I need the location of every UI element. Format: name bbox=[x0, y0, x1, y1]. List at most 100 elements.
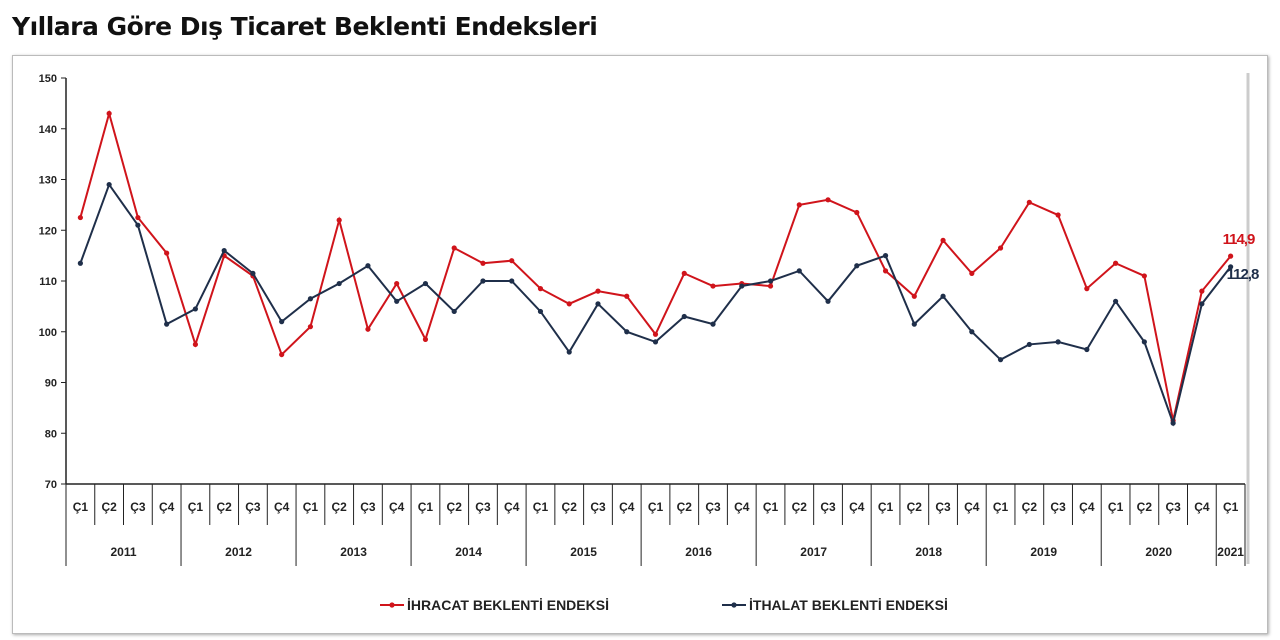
data-point-import bbox=[221, 247, 227, 254]
legend-label: İTHALAT BEKLENTİ ENDEKSİ bbox=[749, 597, 948, 613]
data-point-export bbox=[767, 283, 774, 289]
x-tick-label: Ç4 bbox=[734, 500, 750, 514]
data-point-export bbox=[1112, 260, 1119, 266]
y-tick-label: 130 bbox=[39, 175, 57, 187]
x-tick-label: Ç3 bbox=[820, 500, 836, 514]
year-label: 2021 bbox=[1217, 545, 1244, 559]
data-point-export bbox=[537, 286, 544, 292]
year-label: 2011 bbox=[110, 545, 136, 559]
data-point-export bbox=[796, 202, 802, 208]
last-value-label: 112,8 bbox=[1227, 266, 1259, 283]
year-label: 2020 bbox=[1145, 545, 1172, 559]
chart-title: Yıllara Göre Dış Ticaret Beklenti Endeks… bbox=[12, 12, 598, 41]
data-point-import bbox=[1026, 341, 1032, 348]
data-point-import bbox=[394, 298, 400, 304]
data-point-export bbox=[566, 301, 572, 307]
data-point-import bbox=[1141, 339, 1147, 345]
legend-marker bbox=[389, 602, 395, 608]
data-point-import bbox=[997, 357, 1004, 363]
y-tick-label: 110 bbox=[39, 276, 57, 288]
data-point-export bbox=[710, 283, 716, 289]
data-point-export bbox=[997, 245, 1004, 251]
chart-frame bbox=[12, 55, 1268, 634]
data-point-export bbox=[1084, 286, 1090, 292]
data-point-import bbox=[1112, 298, 1119, 304]
x-tick-label: Ç4 bbox=[159, 500, 175, 514]
series-line-import bbox=[79, 182, 1232, 427]
data-point-import bbox=[1170, 420, 1176, 426]
x-tick-label: Ç1 bbox=[533, 500, 549, 514]
data-point-import bbox=[422, 280, 429, 287]
data-point-import bbox=[192, 306, 199, 312]
x-tick-label: Ç2 bbox=[332, 500, 348, 514]
data-point-import bbox=[135, 222, 141, 228]
data-point-import bbox=[739, 283, 745, 289]
x-tick-label: Ç3 bbox=[360, 500, 376, 514]
x-tick-label: Ç1 bbox=[993, 500, 1009, 514]
x-tick-label: Ç2 bbox=[216, 500, 232, 514]
year-label: 2016 bbox=[685, 545, 712, 559]
data-point-import bbox=[279, 319, 285, 325]
data-point-export bbox=[307, 324, 314, 330]
data-point-export bbox=[279, 351, 285, 358]
y-tick-label: 80 bbox=[45, 428, 57, 440]
year-label: 2012 bbox=[225, 545, 252, 559]
data-point-import bbox=[106, 181, 112, 188]
x-tick-label: Ç4 bbox=[504, 500, 520, 514]
data-point-export bbox=[394, 280, 400, 287]
y-tick-label: 90 bbox=[45, 378, 57, 390]
data-point-export bbox=[681, 270, 687, 276]
data-point-import bbox=[595, 301, 601, 307]
y-tick-label: 120 bbox=[39, 225, 57, 237]
data-point-import bbox=[882, 253, 889, 259]
x-tick-label: Ç3 bbox=[590, 500, 606, 514]
x-tick-label: Ç2 bbox=[447, 500, 463, 514]
last-value-label: 114,9 bbox=[1223, 231, 1255, 248]
data-point-import bbox=[451, 308, 457, 315]
x-tick-label: Ç2 bbox=[792, 500, 808, 514]
legend-marker bbox=[731, 602, 737, 608]
y-tick-label: 150 bbox=[39, 73, 57, 85]
data-point-import bbox=[566, 349, 572, 355]
x-tick-label: Ç1 bbox=[1108, 500, 1124, 514]
data-point-export bbox=[480, 260, 486, 266]
x-tick-label: Ç4 bbox=[964, 500, 980, 514]
data-point-export bbox=[940, 237, 946, 243]
x-tick-label: Ç4 bbox=[1194, 500, 1210, 514]
data-point-import bbox=[1084, 346, 1090, 353]
data-point-export bbox=[365, 326, 371, 332]
data-point-import bbox=[307, 296, 314, 302]
data-point-import bbox=[537, 308, 544, 315]
data-point-import bbox=[767, 278, 774, 284]
data-point-export bbox=[451, 245, 457, 251]
year-label: 2017 bbox=[800, 545, 827, 559]
x-tick-label: Ç3 bbox=[245, 500, 261, 514]
x-tick-label: Ç2 bbox=[1137, 500, 1153, 514]
x-tick-label: Ç2 bbox=[101, 500, 117, 514]
data-point-export bbox=[336, 217, 342, 223]
data-point-import bbox=[652, 339, 659, 345]
data-point-export bbox=[135, 214, 141, 221]
data-point-export bbox=[422, 336, 429, 342]
data-point-export bbox=[192, 341, 199, 348]
x-tick-label: Ç1 bbox=[648, 500, 664, 514]
x-tick-label: Ç1 bbox=[303, 500, 319, 514]
data-point-import bbox=[164, 321, 170, 327]
x-tick-label: Ç3 bbox=[1165, 500, 1181, 514]
data-point-import bbox=[710, 321, 716, 327]
x-tick-label: Ç3 bbox=[130, 500, 146, 514]
x-tick-label: Ç4 bbox=[849, 500, 865, 514]
x-tick-label: Ç1 bbox=[1223, 500, 1239, 514]
data-point-import bbox=[796, 268, 802, 274]
data-point-import bbox=[1228, 264, 1234, 270]
data-point-import bbox=[624, 329, 630, 335]
data-point-import bbox=[1055, 339, 1061, 345]
data-point-export bbox=[106, 110, 112, 117]
x-tick-label: Ç2 bbox=[562, 500, 578, 514]
data-point-export bbox=[1026, 199, 1032, 205]
data-point-export bbox=[1199, 288, 1205, 294]
x-tick-label: Ç1 bbox=[763, 500, 779, 514]
x-tick-label: Ç1 bbox=[878, 500, 894, 514]
x-tick-label: Ç4 bbox=[389, 500, 405, 514]
